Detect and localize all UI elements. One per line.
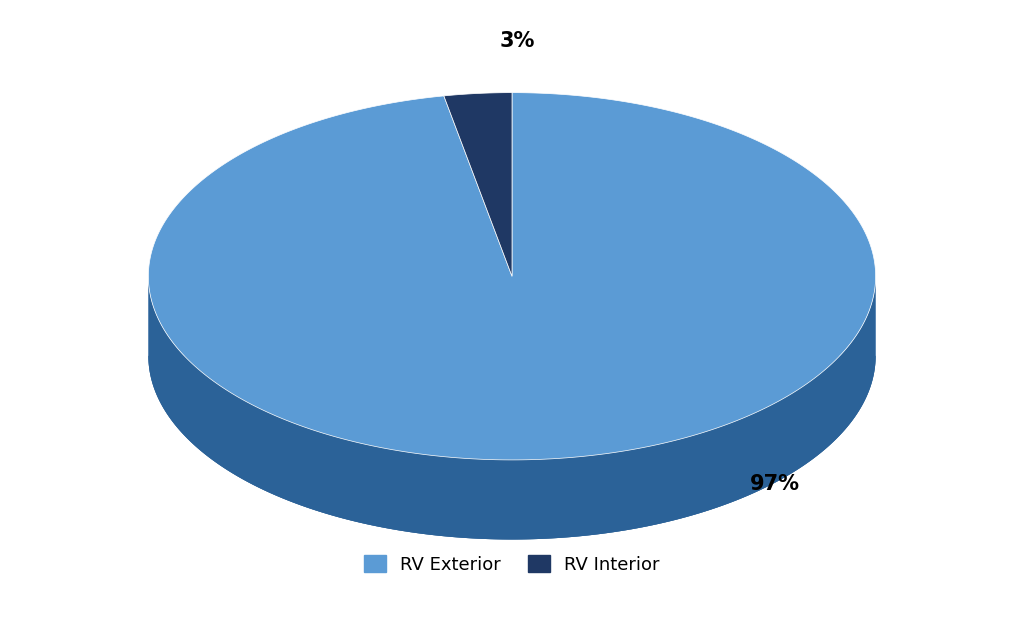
Polygon shape	[148, 276, 876, 540]
Text: 97%: 97%	[750, 475, 800, 495]
Text: 3%: 3%	[500, 31, 535, 51]
Legend: RV Exterior, RV Interior: RV Exterior, RV Interior	[346, 537, 678, 592]
Polygon shape	[443, 93, 512, 276]
Polygon shape	[148, 93, 876, 460]
Polygon shape	[148, 356, 876, 540]
Polygon shape	[148, 277, 876, 540]
